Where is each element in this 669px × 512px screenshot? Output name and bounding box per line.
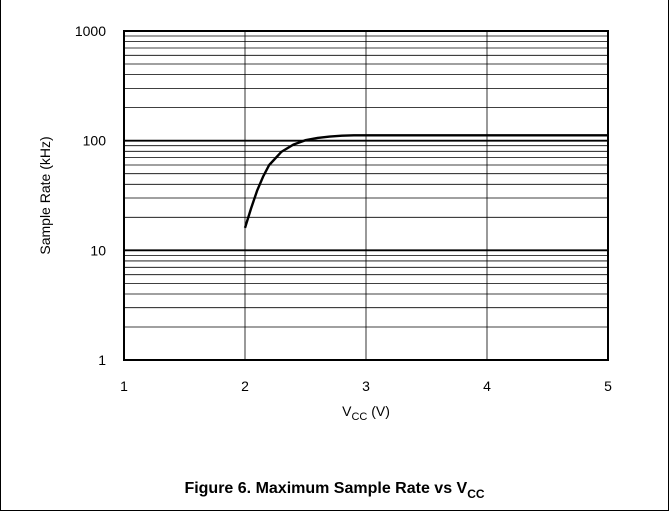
x-axis-label-main: V <box>342 403 352 419</box>
major-grid <box>124 31 608 360</box>
y-tick-labels: 1 10 100 1000 <box>75 23 106 368</box>
x-tick-label: 5 <box>604 378 612 394</box>
caption-sub: CC <box>467 487 485 501</box>
x-axis-label-unit: (V) <box>367 403 390 419</box>
x-tick-label: 2 <box>241 378 249 394</box>
figure-caption: Figure 6. Maximum Sample Rate vs VCC <box>0 480 669 501</box>
y-tick-label: 10 <box>90 242 106 258</box>
x-axis-label: VCC (V) <box>342 403 390 423</box>
y-axis-label: Sample Rate (kHz) <box>37 136 53 254</box>
series-line <box>243 134 608 229</box>
y-tick-label: 1000 <box>75 23 106 39</box>
y-tick-label: 1 <box>98 352 106 368</box>
x-tick-label: 1 <box>120 378 128 394</box>
y-tick-label: 100 <box>83 133 107 149</box>
x-tick-labels: 1 2 3 4 5 <box>120 378 612 394</box>
x-tick-label: 4 <box>483 378 491 394</box>
x-tick-label: 3 <box>362 378 370 394</box>
x-axis-label-sub: CC <box>351 411 367 423</box>
caption-main: Figure 6. Maximum Sample Rate vs V <box>184 480 468 497</box>
plot-border <box>123 30 609 361</box>
